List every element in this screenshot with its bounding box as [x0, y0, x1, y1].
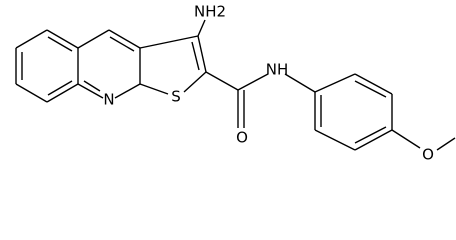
molecule-diagram: NH2 N S O NH O [15, 3, 456, 164]
atom-label: NH2 [194, 3, 226, 21]
atom-label: N [103, 91, 114, 109]
atom-label: NH [266, 61, 289, 79]
bonds [15, 19, 456, 151]
atom-label: O [422, 146, 434, 164]
atom-label: S [171, 88, 181, 106]
atom-label: O [236, 129, 248, 147]
